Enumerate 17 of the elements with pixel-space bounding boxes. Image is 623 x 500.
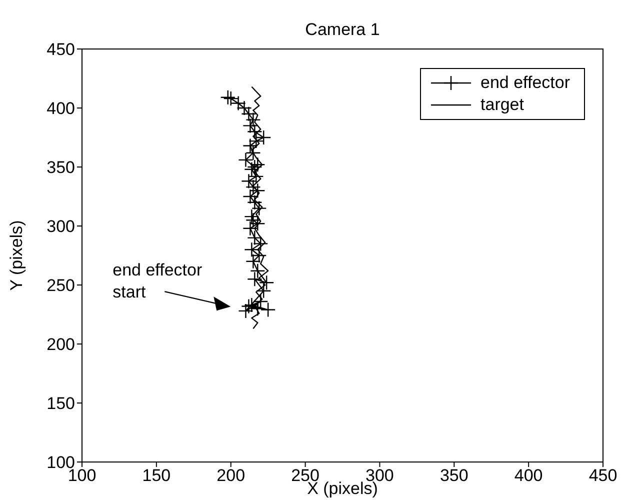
x-tick-label: 350 [440, 466, 468, 486]
y-tick-label: 300 [46, 217, 75, 236]
x-tick-label: 200 [216, 466, 246, 486]
x-tick-label: 150 [142, 466, 171, 486]
y-tick-label: 450 [46, 40, 75, 60]
legend-label: end effector [480, 72, 570, 94]
chart-title: Camera 1 [305, 20, 380, 39]
y-axis-title: Y (pixels) [7, 220, 26, 291]
legend-label: target [480, 94, 524, 116]
y-tick-label: 200 [46, 335, 75, 354]
y-tick-label: 150 [46, 394, 75, 414]
x-tick-label: 450 [588, 466, 618, 486]
annotation: end effector start [112, 260, 202, 302]
y-tick-label: 350 [46, 158, 75, 178]
y-tick-label: 250 [46, 276, 75, 296]
x-tick-label: 400 [514, 466, 543, 486]
y-tick-label: 400 [46, 99, 75, 118]
